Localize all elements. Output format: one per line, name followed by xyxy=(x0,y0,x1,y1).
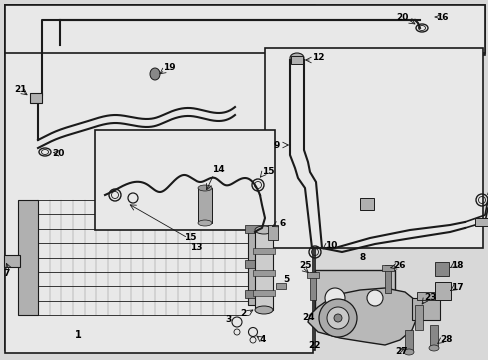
Ellipse shape xyxy=(333,314,341,322)
Bar xyxy=(252,290,274,296)
Bar xyxy=(244,260,269,268)
Ellipse shape xyxy=(198,185,212,191)
Text: 17: 17 xyxy=(450,284,463,292)
Text: 26: 26 xyxy=(392,261,405,270)
Bar xyxy=(252,248,274,254)
Text: 6: 6 xyxy=(279,219,285,228)
Ellipse shape xyxy=(366,290,382,306)
Bar xyxy=(359,198,373,210)
Bar xyxy=(314,270,394,325)
Bar xyxy=(429,325,437,347)
Text: 11: 11 xyxy=(487,185,488,194)
Text: 15: 15 xyxy=(262,167,274,176)
Bar xyxy=(411,298,439,320)
Text: 28: 28 xyxy=(439,336,451,345)
Text: 14: 14 xyxy=(212,166,224,175)
Text: 4: 4 xyxy=(260,336,266,345)
Text: 5: 5 xyxy=(283,274,289,284)
Ellipse shape xyxy=(326,307,348,329)
Text: 10: 10 xyxy=(325,240,337,249)
Ellipse shape xyxy=(289,53,304,63)
Text: 23: 23 xyxy=(423,293,436,302)
Bar xyxy=(434,282,450,300)
Bar xyxy=(434,262,448,276)
Ellipse shape xyxy=(254,306,272,314)
Ellipse shape xyxy=(428,345,438,351)
Text: 16: 16 xyxy=(435,13,447,22)
Bar xyxy=(414,305,422,330)
Text: 15: 15 xyxy=(183,234,196,243)
Bar xyxy=(474,218,488,226)
Bar xyxy=(198,188,212,223)
Text: 25: 25 xyxy=(298,261,311,270)
Bar xyxy=(95,130,274,230)
Bar xyxy=(254,230,272,310)
Bar xyxy=(267,225,278,240)
Bar xyxy=(309,272,315,300)
Text: 2: 2 xyxy=(240,310,246,319)
Text: 18: 18 xyxy=(450,261,463,270)
Text: 3: 3 xyxy=(224,315,231,324)
Bar xyxy=(5,5,312,353)
Text: 19: 19 xyxy=(163,63,175,72)
Bar xyxy=(5,5,314,350)
Ellipse shape xyxy=(318,299,356,337)
Bar xyxy=(18,200,38,315)
Ellipse shape xyxy=(325,288,345,308)
Bar xyxy=(5,5,484,55)
Bar xyxy=(404,330,412,352)
Bar xyxy=(247,210,265,305)
Text: 20: 20 xyxy=(52,148,64,158)
Text: 7: 7 xyxy=(3,270,9,279)
Bar xyxy=(416,292,434,300)
Text: 9: 9 xyxy=(273,140,280,149)
Bar xyxy=(384,265,390,293)
Text: 21: 21 xyxy=(14,85,26,94)
Text: 1: 1 xyxy=(75,330,81,340)
Ellipse shape xyxy=(254,226,272,234)
Ellipse shape xyxy=(403,349,413,355)
Bar xyxy=(30,93,42,103)
Ellipse shape xyxy=(150,68,160,80)
Polygon shape xyxy=(307,288,417,345)
Text: 22: 22 xyxy=(307,341,320,350)
Bar xyxy=(264,48,482,248)
Bar xyxy=(244,290,269,298)
Bar xyxy=(5,5,484,53)
Bar xyxy=(306,272,318,278)
Text: 12: 12 xyxy=(311,53,324,62)
Bar xyxy=(252,270,274,276)
Bar xyxy=(275,283,285,289)
Ellipse shape xyxy=(198,220,212,226)
Text: 8: 8 xyxy=(359,253,366,262)
Bar xyxy=(4,255,20,267)
Bar xyxy=(381,265,393,271)
Text: 13: 13 xyxy=(190,243,202,252)
Bar xyxy=(290,56,303,64)
Bar xyxy=(244,225,269,233)
Text: 24: 24 xyxy=(302,314,314,323)
Text: 27: 27 xyxy=(394,347,407,356)
Text: 20: 20 xyxy=(395,13,407,22)
